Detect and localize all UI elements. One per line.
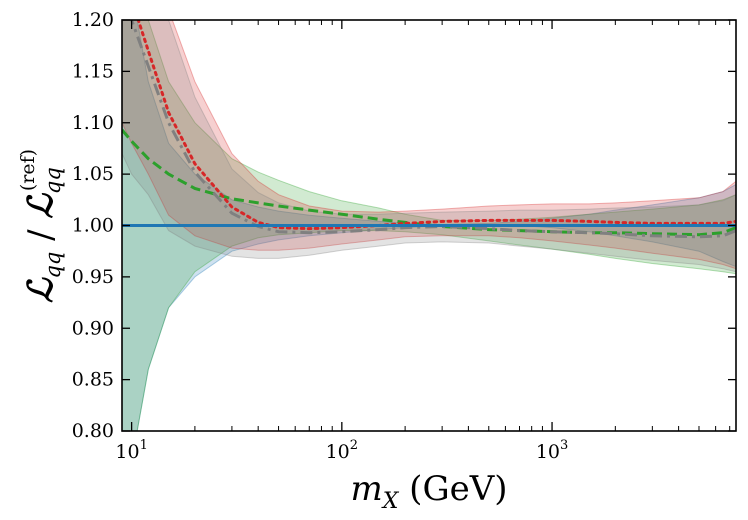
- band-variant-gray: [122, 20, 736, 273]
- series-lines: [122, 20, 736, 239]
- x-tick-label: 102: [326, 438, 358, 463]
- y-tick-label: 1.10: [72, 112, 114, 134]
- x-tick-label: 103: [536, 438, 568, 463]
- y-tick-label: 1.20: [72, 9, 114, 31]
- y-axis: 0.80 0.85 0.90 0.95 1.00 1.05 1.10 1.15 1.20: [72, 9, 736, 442]
- y-tick-label: 0.80: [72, 420, 114, 442]
- y-tick-label: 1.05: [72, 163, 114, 185]
- y-tick-label: 0.85: [72, 369, 114, 391]
- y-tick-label: 0.90: [72, 317, 114, 339]
- uncertainty-bands: [122, 20, 736, 431]
- line-variant-green: [122, 128, 736, 237]
- x-axis-title: mX (GeV): [350, 469, 507, 514]
- band-variant-red: [122, 20, 736, 270]
- y-tick-label: 0.95: [72, 266, 114, 288]
- x-axis: 101 102 103: [115, 20, 731, 463]
- y-tick-label: 1.00: [72, 215, 114, 237]
- line-variant-gray: [130, 20, 736, 239]
- x-tick-label: 101: [115, 438, 147, 463]
- y-axis-title: ℒqq / ℒqq(ref): [17, 149, 65, 303]
- y-tick-label: 1.15: [72, 60, 114, 82]
